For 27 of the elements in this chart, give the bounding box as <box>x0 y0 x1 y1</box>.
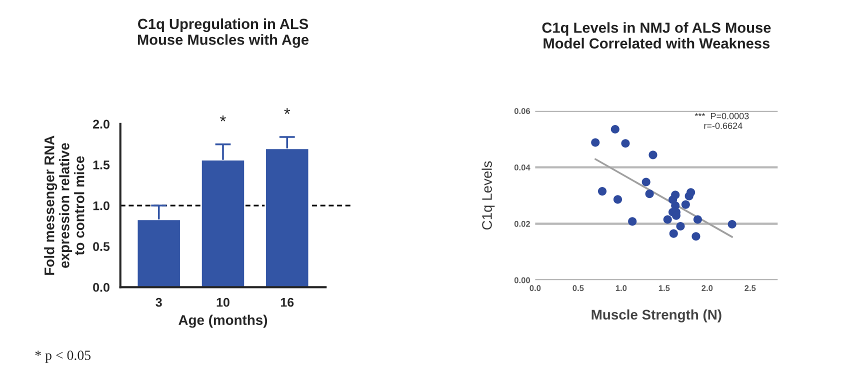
y-tick-label: 0.04 <box>514 164 530 170</box>
x-tick-label: 1.5 <box>658 285 670 292</box>
x-tick-label: 2.5 <box>744 285 756 292</box>
x-tick-label: 2.0 <box>702 285 713 292</box>
annotation: * <box>284 108 290 114</box>
y-tick-label: 1.5 <box>93 160 110 170</box>
chart-title: C1q Levels in NMJ of ALS Mouse Model Correlated with Weakness <box>542 22 771 49</box>
x-axis-title: Age (months) <box>178 314 268 328</box>
y-axis-title: Fold messenger RNA expression relative to control mice <box>44 136 84 275</box>
y-tick-label: 0.06 <box>514 108 530 114</box>
x-axis-title: Muscle Strength (N) <box>592 309 722 322</box>
annotation: *** P=0.0003 r=-0.6624 <box>694 112 749 129</box>
x-tick-label: 10 <box>216 298 230 307</box>
y-tick-label: 0.02 <box>514 220 530 227</box>
y-tick-label: 0.5 <box>93 242 110 251</box>
y-tick-label: 2.0 <box>93 120 110 129</box>
y-axis-title: C1q Levels <box>482 161 495 230</box>
text: * p < 0.05 <box>35 350 91 363</box>
annotation: * <box>220 116 226 122</box>
x-tick-label: 0.0 <box>530 285 541 292</box>
y-tick-label: 0.00 <box>514 277 530 284</box>
x-tick-label: 3 <box>156 298 162 307</box>
x-tick-label: 16 <box>280 298 294 307</box>
x-tick-label: 1.0 <box>616 285 627 292</box>
x-tick-label: 0.5 <box>572 285 584 292</box>
y-tick-label: 1.0 <box>93 201 110 210</box>
chart-title: C1q Upregulation in ALS Mouse Muscles with Age <box>138 18 309 48</box>
